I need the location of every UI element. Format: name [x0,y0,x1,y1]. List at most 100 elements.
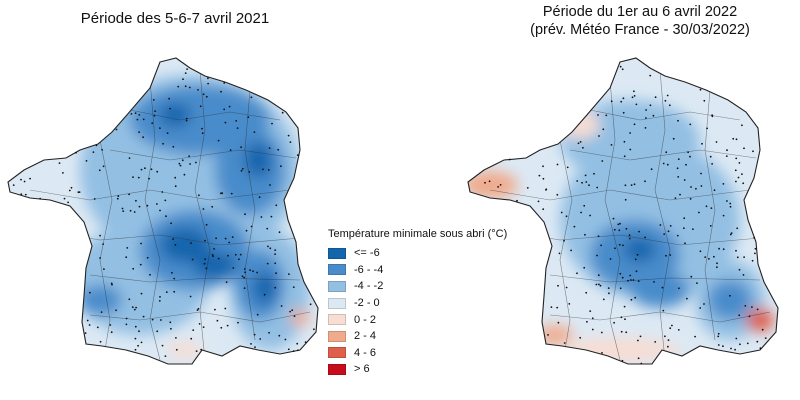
legend-swatch [328,247,346,259]
legend: Température minimale sous abri (°C) <= -… [328,228,528,378]
station-dot [614,247,616,250]
station-dot [545,189,547,191]
station-dot [160,319,162,321]
station-dot [730,232,733,235]
station-dot [254,346,256,348]
station-dot [666,94,669,97]
station-dot [103,268,105,270]
france-map-2021 [7,57,319,365]
station-dot [250,343,252,345]
station-dot [629,148,632,151]
station-dot [274,286,277,289]
legend-label: > 6 [354,363,370,376]
france-map-2022 [467,57,779,365]
station-dot [735,138,738,141]
station-dot [672,137,675,140]
station-dot [547,334,549,336]
station-dot [612,217,615,220]
legend-swatch [328,264,346,276]
station-dot [169,321,172,324]
station-dot [645,109,647,111]
station-dot [236,127,239,129]
station-dot [623,140,626,143]
station-dot [690,275,693,278]
station-dot [266,227,269,230]
station-dot [633,183,636,186]
station-dot [683,217,686,220]
legend-label: 4 - 6 [354,346,377,359]
station-dot [744,305,747,307]
station-dot [576,180,579,182]
station-dot [591,328,594,331]
station-dot [628,234,631,237]
station-dot [205,267,208,270]
station-dot [92,151,95,153]
station-dot [619,272,622,275]
station-dot [189,295,192,298]
station-dot [101,148,103,151]
station-dot [630,184,633,187]
legend-item: -2 - 0 [328,295,528,312]
station-dot [99,257,101,259]
station-dot [557,284,559,287]
station-dot [126,247,129,249]
station-dot [542,208,545,211]
station-dot [63,197,66,200]
station-dot [313,328,315,331]
station-dot [716,262,718,265]
station-dot [238,258,240,261]
station-dot [637,357,640,360]
station-dot [133,211,136,213]
station-dot [722,248,725,251]
station-dot [174,176,177,179]
station-dot [597,235,600,238]
station-dot [247,116,250,119]
station-dot [125,256,128,259]
station-dot [205,223,208,226]
station-dot [624,198,627,201]
station-dot [584,233,586,236]
station-dot [196,309,199,311]
station-dot [170,327,172,330]
station-dot [516,199,518,202]
station-dot [585,291,588,294]
station-dot [202,326,205,328]
station-dot [634,296,637,299]
station-dot [88,324,91,326]
station-dot [140,292,143,295]
station-dot [717,335,720,338]
station-dot [140,168,143,171]
station-dot [722,183,725,185]
legend-item: 4 - 6 [328,345,528,362]
station-dot [570,249,572,252]
station-dot [96,326,99,329]
station-dot [85,160,88,162]
station-dot [267,169,270,171]
station-dot [705,205,708,208]
station-dot [497,186,499,188]
station-dot [177,85,180,88]
station-dot [225,281,228,283]
station-dot [716,266,718,269]
station-dot [752,150,754,153]
station-dot [568,303,571,305]
station-dot [287,134,290,137]
station-dot [262,168,264,171]
station-dot [142,118,145,121]
station-dot [741,124,743,127]
station-dot [12,184,15,187]
station-dot [579,141,582,143]
station-dot [243,287,246,289]
station-dot [589,214,591,217]
station-dot [138,114,141,116]
station-dot [132,267,135,270]
station-dot [195,161,197,164]
station-dot [582,146,584,149]
station-dot [161,344,164,347]
station-dot [499,184,502,186]
station-dot [751,306,753,308]
station-dot [220,326,223,329]
station-dot [191,258,194,261]
station-dot [197,89,199,91]
station-dot [281,111,284,114]
